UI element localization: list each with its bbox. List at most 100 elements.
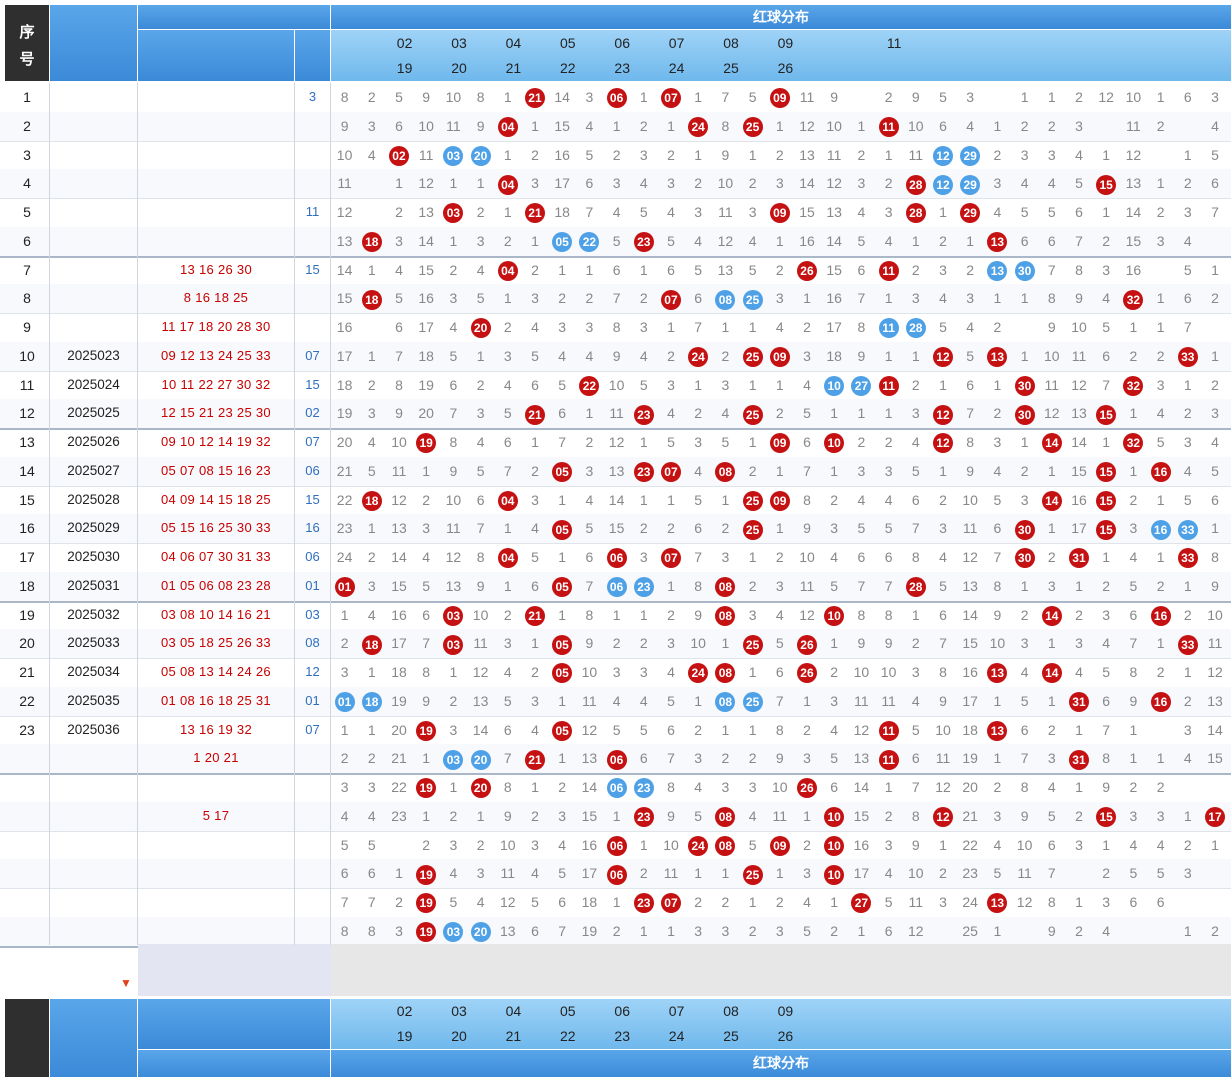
dist-cell: 1 — [367, 261, 376, 278]
dist-cell: 1 — [1075, 721, 1083, 738]
table-row[interactable]: 5 17 4 4 23 1 2 1 9 2 3 15 1 23 9 5 08 4 11 1 10 15 2 8 12 21 3 9 5… — [0, 801, 1231, 831]
table-row[interactable]: 7 13 16 26 30 15 14 1 4 15 2 4 04 2 1 1 6 1 6 5 13 5 2 26 15 6… — [0, 256, 1231, 285]
red-ball: 06 — [606, 548, 627, 569]
table-row[interactable]: 7 7 2 19 5 4 12 5 6 18 1 23 07 2 2 1 2 4 1 27 5 11 3 24 13 12 8 1 3 6… — [0, 888, 1231, 917]
table-row[interactable]: 5 5 2 3 2 10 3 4 16 06 1 10 24 08 5 09 2 10 16 3 9 1 22 4 10 6 3 1 4… — [0, 831, 1231, 860]
dist-cell: 1 — [803, 807, 811, 824]
scroll-down-icon[interactable]: ▼ — [120, 976, 132, 990]
dist-cell: 2 — [694, 721, 703, 738]
dist-cell: 1 — [395, 865, 403, 882]
issue-header[interactable] — [50, 5, 137, 81]
table-row[interactable]: 8 8 3 19 03 20 13 6 7 19 2 1 1 3 3 2 3 5 2 1 6 12 25 1 9 2 4 1 2 — [0, 916, 1231, 946]
row-issue: 2025026 — [67, 434, 120, 449]
dist-cell: 4 — [966, 117, 975, 134]
dist-cell: 2 — [1156, 347, 1165, 364]
red-ball: 15 — [1096, 519, 1117, 540]
red-ball: 13 — [987, 347, 1008, 368]
dist-cell: 1 — [1156, 89, 1165, 105]
dist-cell: 15 — [962, 635, 978, 652]
table-row[interactable]: 13 2025026 09 10 12 14 19 32 07 20 4 10 19 8 4 6 1 7… — [0, 428, 1231, 457]
dist-cell: 1 — [667, 491, 675, 508]
row-divider — [0, 830, 1231, 832]
table-row[interactable]: 22 2025035 01 08 16 18 25 31 01 01 18 19 9 2 13 5 3… — [0, 686, 1231, 716]
table-row[interactable]: 4 11 1 12 1 1 04 3 17 6 3 4 3 2 10 2 3 14 12 3 2 28 12 29 3 4 4 5 15… — [0, 169, 1231, 198]
dist-cell: 2 — [1129, 491, 1138, 508]
table-row[interactable]: 2 9 3 6 10 11 9 04 1 15 4 1 2 1 24 8 25 1 12 10 1 11 10 6 4 1 2 2 3 1… — [0, 111, 1231, 141]
table-row[interactable]: 17 2025030 04 06 07 30 31 33 06 24 2 14 4 12 8 04 5… — [0, 543, 1231, 572]
dist-cell: 8 — [476, 549, 485, 565]
table-row[interactable]: 1 3 8 2 5 9 10 8 1 21 14 3 06 1 07 1 7 5 09 11 9 2 9 5 3 1 1 2 12 10 1… — [0, 83, 1231, 112]
table-row[interactable]: 3 10 4 02 11 03 20 1 2 16 5 2 3 2 1 9 1 2 13 11 2 1 11 12 29 2 3 3 4… — [0, 141, 1231, 170]
dist-cell: 17 — [853, 865, 870, 882]
table-row[interactable]: 15 2025028 04 09 14 15 18 25 15 22 18 12 2 10 6 04… — [0, 486, 1231, 515]
table-row[interactable]: 10 2025023 09 12 13 24 25 33 07 17 1 7 18 5 1 3 5 4 4… — [0, 341, 1231, 371]
row-seq: 18 — [19, 577, 35, 594]
dist-cell: 7 — [1020, 750, 1029, 767]
red-ball: 24 — [688, 663, 709, 684]
table-row[interactable]: 23 2025036 13 16 19 32 07 1 1 20 19 3 14 6 4 05 12 5 5 6… — [0, 716, 1231, 745]
dist-cell: 6 — [1211, 491, 1219, 508]
dist-cell: 1 — [612, 894, 621, 910]
dist-cell: 2 — [748, 750, 757, 767]
dist-cell: 2 — [449, 261, 458, 278]
table-row[interactable]: 16 2025029 05 15 16 25 30 33 16 23 1 13 3 11 7 1 4 0… — [0, 514, 1231, 543]
table-row[interactable]: 6 13 18 3 14 1 3 2 1 05 22 5 23 5 4 12 4 1 16 14 5 4 1 2 1 13 6 6 7 2… — [0, 226, 1231, 256]
dist-cell: 15 — [799, 204, 815, 220]
table-row[interactable]: 11 2025024 10 11 22 27 30 32 15 18 2 8 19 6 2 4 6 5 2… — [0, 371, 1231, 400]
table-row[interactable]: 21 2025034 05 08 13 14 24 26 12 3 1 18 8 1 12 4 2 05… — [0, 658, 1231, 687]
dist-cell: 6 — [1129, 894, 1138, 910]
ftr-top-col-2: 04 — [505, 1003, 522, 1019]
ftr-bot-col-1: 20 — [451, 1028, 467, 1044]
dist-cell: 2 — [803, 721, 811, 738]
hdr-top-col-8 — [813, 31, 867, 55]
table-row[interactable]: 12 2025025 12 15 21 23 25 30 02 19 3 9 20 7 3 5 21 6… — [0, 399, 1231, 428]
dist-cell: 2 — [966, 261, 975, 278]
table-row[interactable]: 9 11 17 18 20 28 30 16 6 17 4 20 2 4 3 3 8 3 1 7 1 1 4 2 17… — [0, 313, 1231, 342]
dist-cell: 11 — [875, 313, 902, 342]
dist-cell: 4 — [1047, 175, 1056, 192]
dist-cell: 5 — [939, 89, 947, 105]
dist-cell: 33 — [1174, 629, 1201, 658]
dist-cell: 6 — [694, 290, 703, 307]
dist-cell: 5 — [694, 491, 703, 508]
dist-cell: 6 — [1020, 232, 1029, 249]
row-issue — [50, 859, 137, 888]
dist-cell: 11 — [446, 117, 461, 134]
dist-cell: 4 — [612, 692, 621, 709]
dist-cell: 4 — [585, 117, 594, 134]
dist-cell: 26 — [793, 629, 820, 658]
col-divider — [294, 83, 295, 945]
dist-cell: 7 — [1075, 232, 1083, 249]
dist-cell: 9 — [857, 347, 866, 364]
table-row[interactable]: 1 20 21 2 2 21 1 03 20 7 21 1 13 06 6 7 3 2 2 9 3 5 13 11 6 11 1… — [0, 744, 1231, 773]
dist-cell: 08 — [712, 687, 739, 716]
dist-cell: 12 — [799, 606, 815, 623]
table-row[interactable]: 6 6 1 19 4 3 11 4 5 17 06 2 11 1 1 25 1 3 10 17 4 10 2 23 5 11 7 2 5… — [0, 859, 1231, 888]
dist-cell: 3 — [1211, 89, 1219, 105]
red-ball: 15 — [1096, 490, 1117, 511]
empty-filler — [138, 944, 331, 996]
dist-cell: 1 — [721, 721, 730, 738]
dist-cell — [1201, 888, 1228, 917]
table-row[interactable]: 5 11 12 2 13 03 2 1 21 18 7 4 5 4 3 11 3 09 15 13 4 3 28 1 29 4 5 5… — [0, 198, 1231, 227]
table-row[interactable]: 18 2025031 01 05 06 08 23 28 01 01 3 15 5 13 9 1 6 0… — [0, 571, 1231, 601]
dist-cell: 1 — [694, 692, 703, 709]
blue-ball: 22 — [579, 232, 600, 253]
dist-cell: 3 — [639, 664, 648, 680]
dist-cell: 1 — [1129, 462, 1138, 479]
dist-cell: 4 — [1075, 664, 1083, 680]
hdr-bot-col-7: 26 — [777, 60, 794, 76]
dist-cell: 5 — [748, 836, 757, 853]
dist-cell: 20 — [467, 744, 494, 773]
table-row[interactable]: 14 2025027 05 07 08 15 16 23 06 21 5 11 1 9 5 7 2 05… — [0, 456, 1231, 486]
table-row[interactable]: 19 2025032 03 08 10 14 16 21 03 1 4 16 6 03 10 2 21… — [0, 601, 1231, 630]
dist-cell: 1 — [911, 606, 920, 623]
dist-cell: 9 — [1129, 692, 1138, 709]
table-row[interactable]: 20 2025033 03 05 18 25 26 33 08 2 18 17 7 03 11 3 1… — [0, 629, 1231, 658]
dist-cell: 1 — [857, 117, 866, 134]
table-row[interactable]: 3 3 22 19 1 20 8 1 2 14 06 23 8 4 3 3 10 26 6 14 1 7 12 20 2 8 4 1 9… — [0, 773, 1231, 802]
dist-cell: 2 — [857, 146, 866, 163]
row-blue-number: 15 — [305, 491, 320, 507]
row-issue — [50, 744, 137, 773]
